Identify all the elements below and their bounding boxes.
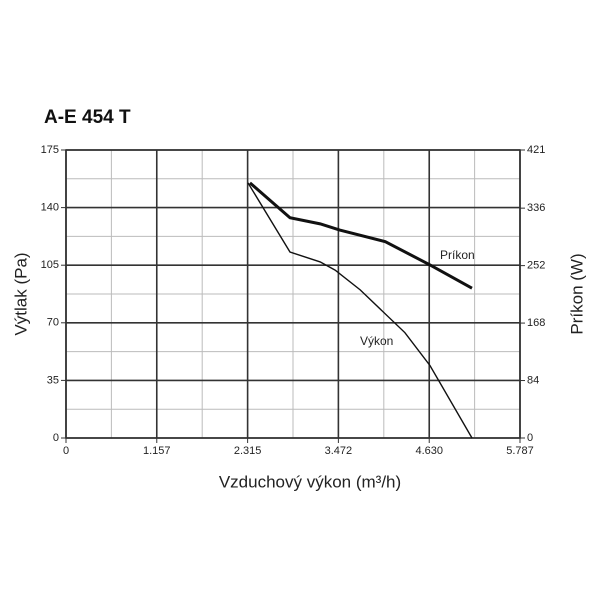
chart-title: A-E 454 T — [44, 107, 131, 128]
y2-tick-label: 336 — [527, 202, 545, 214]
y-tick-label: 70 — [47, 317, 59, 329]
x-axis-title: Vzduchový výkon (m³/h) — [219, 472, 401, 491]
x-tick-label: 2.315 — [234, 445, 262, 457]
y-tick-label: 0 — [53, 432, 59, 444]
y-tick-label: 105 — [41, 259, 59, 271]
y-axis-title: Výtlak (Pa) — [11, 252, 30, 335]
y2-tick-label: 252 — [527, 260, 545, 272]
x-tick-label: 1.157 — [143, 445, 171, 457]
y-tick-label: 175 — [41, 144, 59, 156]
y2-tick-label: 84 — [527, 374, 539, 386]
y-tick-label: 140 — [41, 202, 59, 214]
y2-tick-label: 168 — [527, 317, 545, 329]
plot-frame — [65, 149, 521, 439]
series-line — [248, 181, 473, 290]
series-line — [247, 182, 473, 439]
y2-tick-label: 0 — [527, 432, 533, 444]
x-tick-label: 4.630 — [415, 445, 443, 457]
series-label: Výkon — [360, 334, 393, 348]
x-tick-label: 5.787 — [506, 445, 534, 457]
x-tick-label: 3.472 — [325, 445, 353, 457]
x-tick-label: 0 — [63, 445, 69, 457]
y2-axis-title: Príkon (W) — [567, 253, 586, 334]
series-label: Príkon — [440, 248, 475, 262]
y-tick-label: 35 — [47, 374, 59, 386]
y2-tick-label: 421 — [527, 144, 545, 156]
